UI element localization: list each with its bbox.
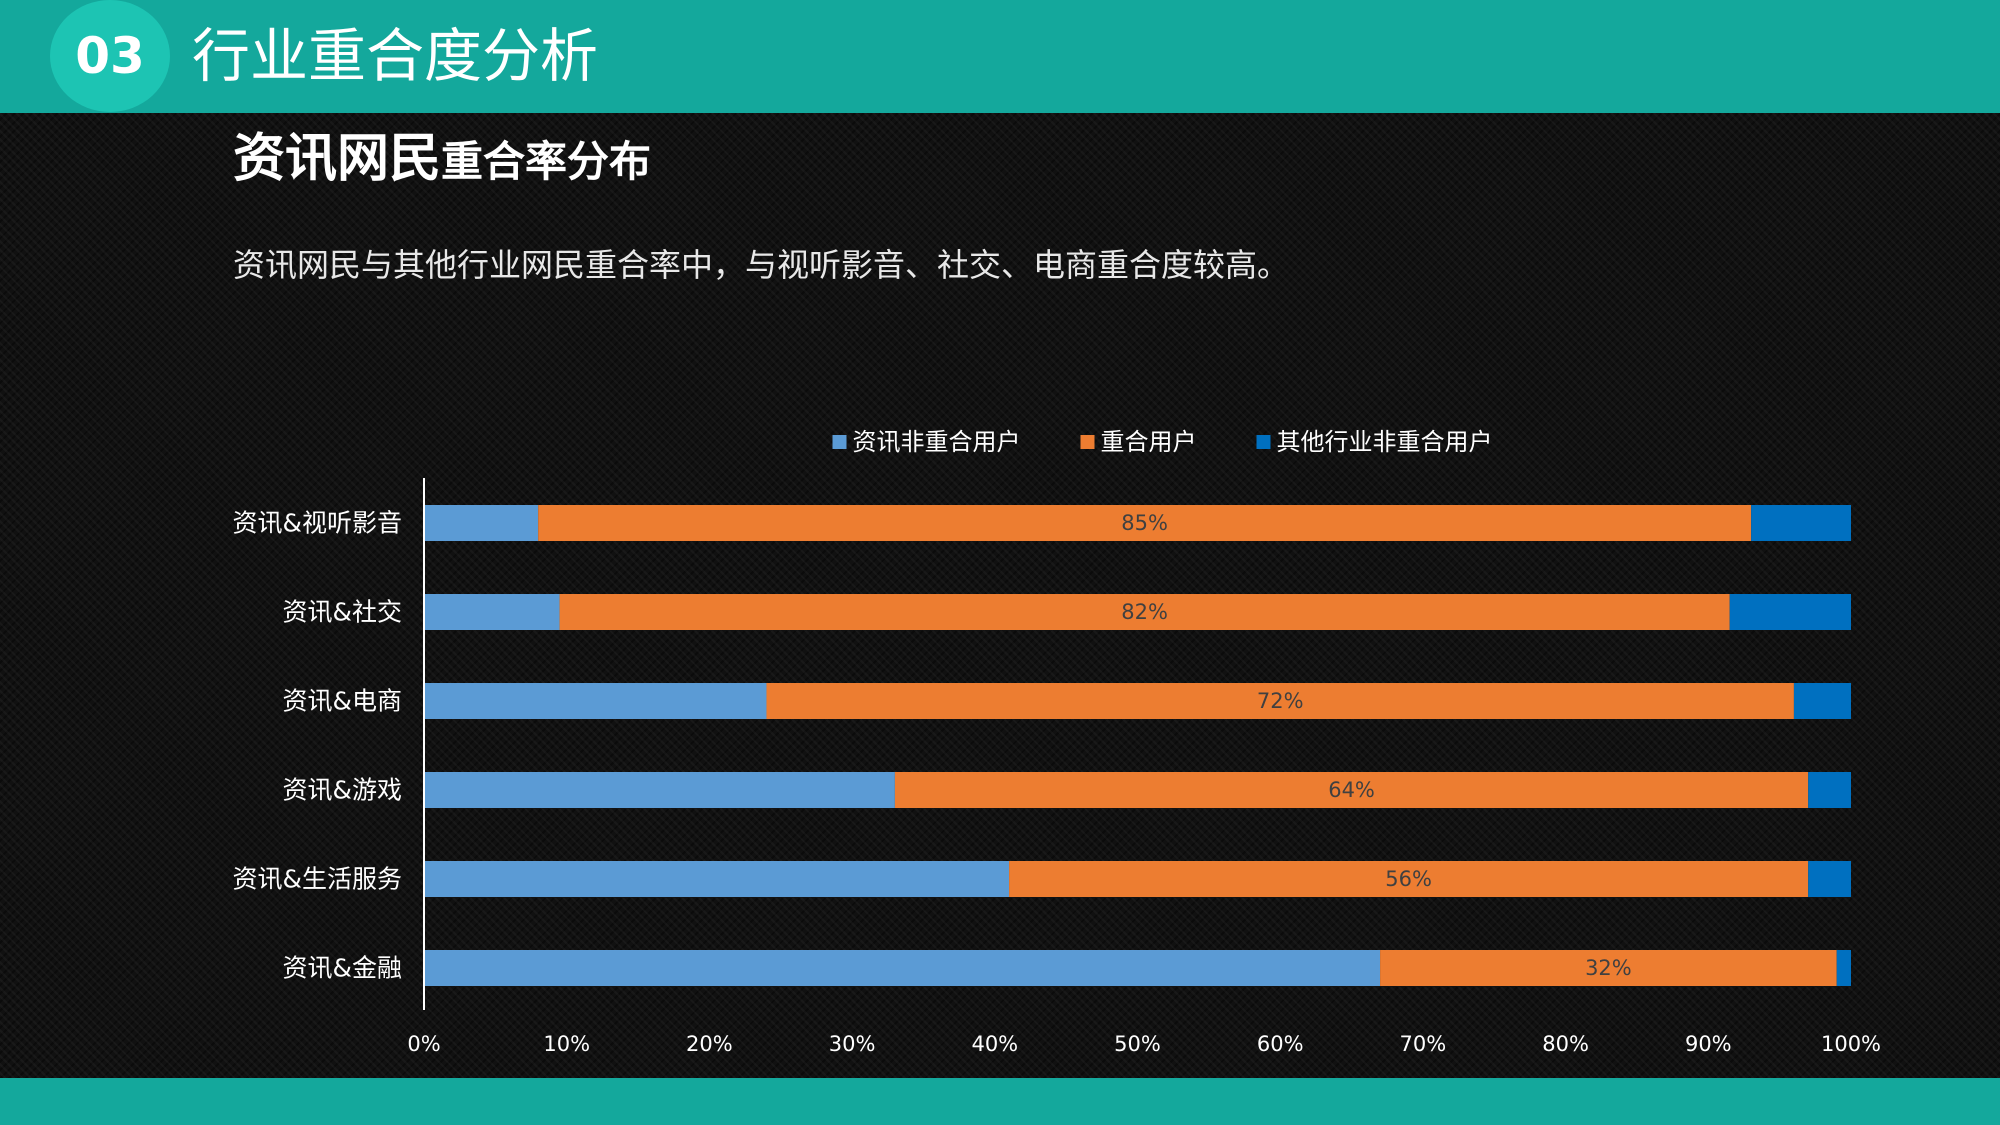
x-tick-label: 10% [543,1032,590,1056]
x-tick-label: 60% [1257,1032,1304,1056]
category-label: 资讯&社交 [283,598,403,627]
x-tick-label: 100% [1821,1032,1881,1056]
legend-label: 重合用户 [1101,428,1197,456]
bar-segment [1793,683,1851,719]
bar-segment [894,772,1809,808]
x-tick-label: 0% [407,1032,440,1056]
slide-description: 资讯网民与其他行业网民重合率中，与视听影音、社交、电商重合度较高。 [233,246,1290,284]
legend-swatch [832,435,847,449]
bar-segment [1751,505,1851,541]
bar-segment [424,505,539,541]
slide-heading: 资讯网民重合率分布 [233,124,651,197]
data-label: 32% [1585,956,1632,980]
data-label: 82% [1121,600,1168,624]
legend-swatch [1256,435,1271,449]
section-number: 03 [75,27,145,85]
category-label: 资讯&游戏 [283,776,403,805]
bar-segment [766,683,1794,719]
legend-label: 其他行业非重合用户 [1277,428,1493,456]
x-tick-label: 80% [1542,1032,1589,1056]
data-label: 56% [1385,867,1432,891]
data-label: 72% [1257,689,1304,713]
header-band [0,0,2000,113]
legend-swatch [1080,435,1095,449]
bar-segment [1808,861,1851,897]
category-label: 资讯&金融 [283,954,403,983]
legend-label: 资讯非重合用户 [853,428,1021,456]
category-label: 资讯&视听影音 [233,509,403,538]
bar-segment [424,772,895,808]
x-tick-label: 40% [971,1032,1018,1056]
footer-band [0,1078,2000,1125]
x-tick-label: 70% [1400,1032,1447,1056]
category-label: 资讯&生活服务 [233,865,403,894]
category-label: 资讯&电商 [283,687,403,716]
slide-heading-main: 资讯网民 [233,129,442,189]
x-tick-label: 20% [686,1032,733,1056]
bar-segment [559,594,1730,630]
x-tick-label: 30% [829,1032,876,1056]
x-tick-label: 90% [1685,1032,1732,1056]
data-label: 85% [1121,511,1168,535]
section-title: 行业重合度分析 [192,22,599,90]
x-tick-label: 50% [1114,1032,1161,1056]
slide-heading-small: 重合率分布 [441,137,652,186]
bar-segment [424,594,560,630]
bar-segment [1808,772,1851,808]
bar-segment [424,950,1381,986]
data-label: 64% [1328,778,1375,802]
bar-segment [1836,950,1851,986]
bar-segment [1380,950,1837,986]
section-number-badge: 03 [50,0,170,112]
bar-segment [538,505,1752,541]
bar-segment [424,683,767,719]
bar-segment [1009,861,1809,897]
bar-segment [1729,594,1851,630]
bar-segment [424,861,1010,897]
